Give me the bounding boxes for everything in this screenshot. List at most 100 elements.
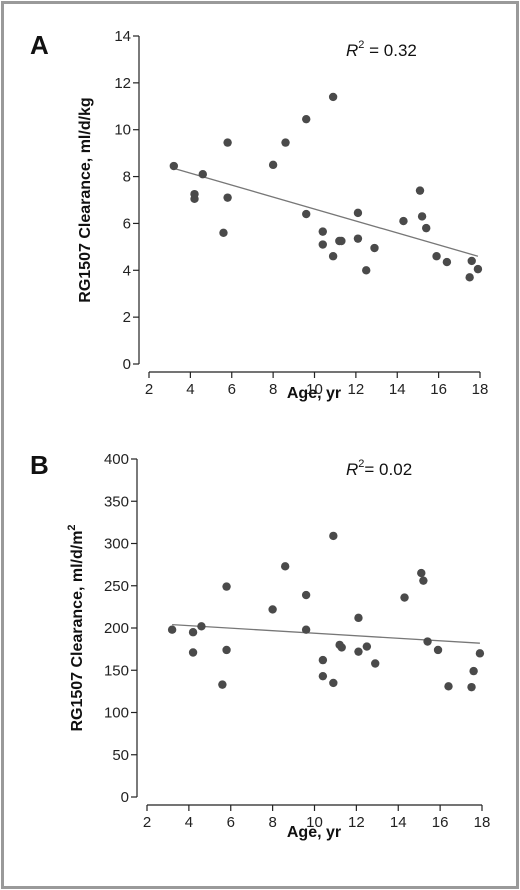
panel-b-x-tick-label: 12 — [348, 814, 365, 831]
panel-b-y-tick-label: 200 — [104, 620, 129, 637]
panel-a-x-tick-label: 8 — [269, 381, 277, 398]
panel-b-marks — [167, 531, 485, 692]
panel-b-data-point — [318, 655, 328, 665]
panel-b-data-point — [329, 531, 338, 541]
panel-b-y-tick-label: 400 — [104, 451, 129, 468]
panel-b-data-point — [218, 680, 227, 689]
panel-a-data-point — [399, 216, 408, 226]
panel-a-data-point — [415, 186, 425, 195]
panel-b-data-point — [337, 643, 346, 652]
panel-a-x-tick-label: 4 — [186, 381, 194, 398]
panel-a-data-point — [362, 266, 371, 275]
panel-b-data-point — [268, 605, 277, 614]
panel-a-y-tick-label: 2 — [123, 309, 131, 326]
panel-b-x-tick-label: 2 — [143, 814, 151, 831]
panel-a-x-tick-label: 10 — [306, 381, 323, 398]
panel-b-data-point — [362, 642, 372, 651]
panel-a-data-point — [442, 257, 452, 267]
panel-a-data-point — [328, 252, 338, 261]
panel-a-y-tick-label: 12 — [114, 75, 131, 92]
panel-b-data-point — [354, 613, 363, 623]
panel-a-x-tick-label: 2 — [145, 381, 153, 398]
panel-b-y-tick-label: 150 — [104, 662, 129, 679]
panel-a-data-point — [417, 212, 427, 221]
panel-b-data-point — [444, 682, 453, 691]
panel-b-data-point — [197, 622, 206, 631]
panel-a-x-tick-label: 12 — [348, 381, 365, 398]
panel-a-data-point — [198, 170, 207, 179]
panel-a-data-point — [302, 209, 311, 219]
panel-a-x-axis-title: Age, yr — [287, 385, 341, 402]
panel-b-data-point — [280, 562, 290, 571]
panel-a-x-tick-label: 6 — [228, 381, 236, 398]
panel-a-data-point — [281, 138, 290, 147]
panel-b-x-tick-label: 6 — [227, 814, 235, 831]
panel-a-y-tick-label: 10 — [114, 122, 131, 139]
panel-b-data-point — [318, 671, 328, 681]
panel-b-x-tick-label: 16 — [432, 814, 449, 831]
panel-a-data-point — [422, 223, 431, 233]
panel-a-data-point — [465, 273, 474, 282]
panel-b-y-tick-label: 100 — [104, 705, 129, 722]
panel-b-y-axis-title: RG1507 Clearance, ml/d/m2 — [66, 524, 86, 731]
panel-a-data-point — [318, 227, 327, 236]
panel-a-y-tick-label: 4 — [123, 262, 131, 279]
panel-b: B R2= 0.02 Age, yr RG1507 Clearance, ml/… — [30, 450, 490, 841]
panel-a-x-tick-label: 14 — [389, 381, 406, 398]
panel-a: A R2 = 0.32 Age, yr RG1507 Clearance, ml… — [30, 28, 488, 402]
panel-b-ticks: 0 50 100 150 200 250 300 350 400 2 4 6 8 10 12 14 16 18 — [104, 451, 490, 831]
panel-b-letter: B — [30, 450, 49, 480]
panel-a-data-point — [318, 240, 327, 249]
panel-a-data-point — [370, 243, 379, 253]
panel-b-data-point — [188, 628, 198, 637]
panel-a-marks — [169, 92, 483, 282]
panel-b-data-point — [222, 645, 231, 655]
panel-b-data-point — [423, 637, 432, 646]
panel-b-data-point — [469, 666, 478, 676]
panel-a-letter: A — [30, 30, 49, 60]
panel-b-data-point — [371, 659, 380, 668]
panel-a-data-point — [353, 234, 363, 243]
panel-b-x-tick-label: 8 — [268, 814, 276, 831]
panel-a-data-point — [268, 160, 278, 170]
panel-b-data-point — [419, 576, 428, 585]
panel-b-data-point — [354, 647, 363, 656]
panel-a-data-point — [328, 92, 338, 102]
panel-b-y-tick-label: 50 — [112, 747, 129, 764]
panel-b-data-point — [222, 582, 231, 591]
panel-a-data-point — [467, 256, 476, 266]
panel-a-r-squared: R2 = 0.32 — [346, 39, 417, 60]
panel-a-data-point — [190, 194, 199, 204]
panel-b-data-point — [301, 590, 311, 600]
panel-a-y-tick-label: 6 — [123, 215, 131, 232]
panel-b-data-point — [329, 678, 338, 688]
panel-b-y-tick-label: 300 — [104, 536, 129, 553]
panel-b-y-tick-label: 350 — [104, 493, 129, 510]
panel-b-data-point — [188, 648, 198, 657]
panel-a-x-tick-label: 16 — [430, 381, 447, 398]
panel-b-x-tick-label: 18 — [474, 814, 491, 831]
panel-a-x-tick-label: 18 — [472, 381, 489, 398]
panel-b-data-point — [475, 649, 485, 658]
panel-a-data-point — [223, 138, 232, 147]
panel-a-data-point — [473, 264, 483, 274]
panel-b-data-point — [167, 625, 177, 634]
panel-a-y-tick-label: 0 — [123, 356, 131, 373]
panel-a-data-point — [337, 236, 346, 246]
panel-b-x-tick-label: 10 — [306, 814, 323, 831]
panel-b-y-tick-label: 250 — [104, 578, 129, 595]
panel-b-data-point — [417, 568, 426, 578]
panel-b-x-tick-label: 14 — [390, 814, 407, 831]
panel-a-y-axis-title: RG1507 Clearance, ml/d/kg — [77, 97, 94, 302]
panel-a-y-tick-label: 8 — [123, 169, 131, 186]
panel-a-y-tick-label: 14 — [114, 28, 131, 45]
panel-b-x-axis-title: Age, yr — [287, 824, 341, 841]
panel-b-data-point — [467, 682, 476, 692]
panel-b-data-point — [433, 645, 443, 655]
panel-b-r-squared: R2= 0.02 — [346, 458, 412, 479]
panel-a-data-point — [219, 228, 228, 237]
panel-a-data-point — [169, 161, 179, 171]
